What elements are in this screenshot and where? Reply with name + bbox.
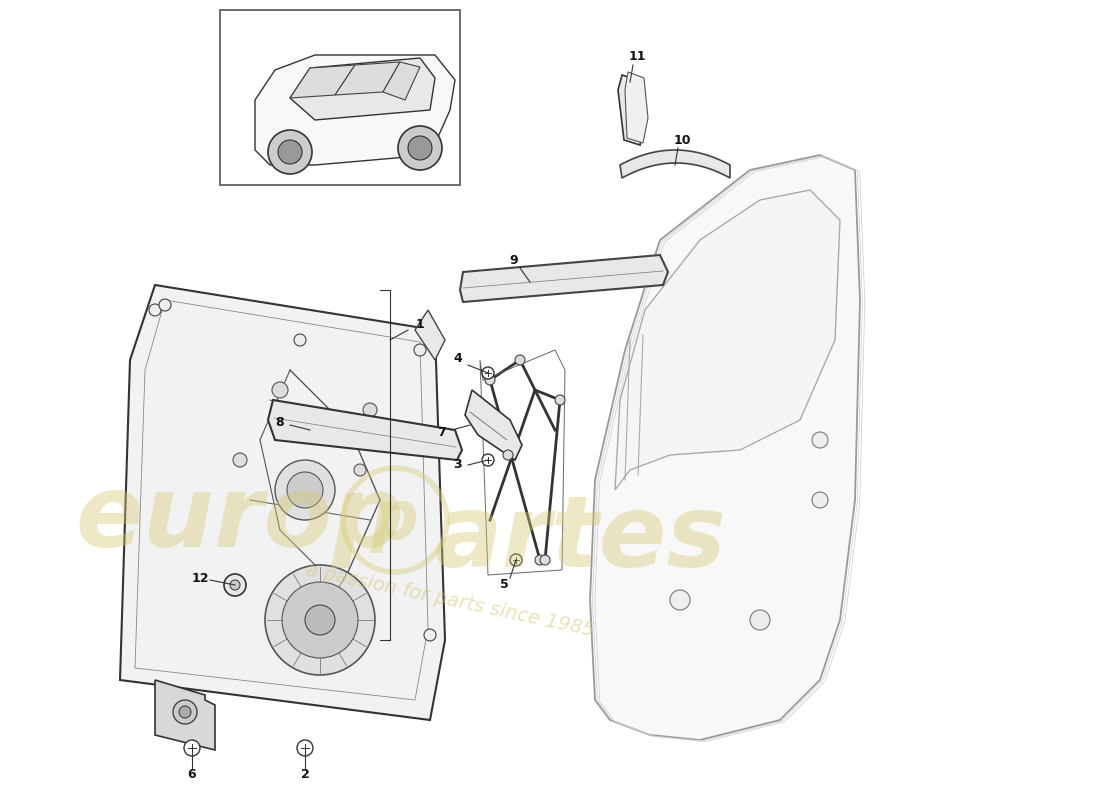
Circle shape	[278, 140, 303, 164]
Circle shape	[224, 574, 246, 596]
Text: europ: europ	[76, 471, 405, 569]
Text: p: p	[371, 487, 419, 553]
Text: 8: 8	[276, 415, 284, 429]
Circle shape	[184, 740, 200, 756]
Polygon shape	[620, 150, 730, 178]
Circle shape	[515, 355, 525, 365]
Circle shape	[535, 555, 544, 565]
Circle shape	[305, 605, 336, 635]
Polygon shape	[460, 255, 668, 302]
Circle shape	[275, 460, 336, 520]
Polygon shape	[336, 62, 400, 95]
Circle shape	[482, 367, 494, 379]
Polygon shape	[618, 75, 645, 145]
Text: 4: 4	[453, 351, 462, 365]
Polygon shape	[590, 155, 860, 740]
Polygon shape	[120, 285, 446, 720]
Circle shape	[354, 464, 366, 476]
Text: 5: 5	[499, 578, 508, 591]
Text: 7: 7	[438, 426, 447, 438]
Polygon shape	[625, 72, 648, 143]
Circle shape	[812, 432, 828, 448]
Text: 6: 6	[188, 769, 196, 782]
Circle shape	[510, 554, 522, 566]
Circle shape	[408, 136, 432, 160]
Circle shape	[750, 610, 770, 630]
Polygon shape	[415, 310, 446, 360]
Text: 10: 10	[673, 134, 691, 146]
Circle shape	[540, 555, 550, 565]
Circle shape	[297, 740, 313, 756]
Circle shape	[294, 334, 306, 346]
Text: 3: 3	[453, 458, 462, 471]
Text: a passion for parts since 1985: a passion for parts since 1985	[304, 560, 596, 640]
Circle shape	[424, 629, 436, 641]
Text: 2: 2	[300, 769, 309, 782]
Circle shape	[179, 706, 191, 718]
Circle shape	[482, 454, 494, 466]
Circle shape	[670, 590, 690, 610]
Circle shape	[503, 450, 513, 460]
Polygon shape	[615, 190, 840, 490]
Circle shape	[265, 565, 375, 675]
Circle shape	[268, 130, 312, 174]
Text: 9: 9	[509, 254, 518, 266]
Polygon shape	[465, 390, 522, 460]
Polygon shape	[255, 55, 455, 165]
Polygon shape	[268, 400, 462, 460]
Text: artes: artes	[434, 491, 726, 589]
Text: 12: 12	[191, 571, 209, 585]
Circle shape	[485, 375, 495, 385]
Circle shape	[414, 344, 426, 356]
Circle shape	[233, 453, 248, 467]
Polygon shape	[290, 58, 434, 120]
Circle shape	[173, 700, 197, 724]
Polygon shape	[383, 62, 420, 100]
Circle shape	[230, 580, 240, 590]
Circle shape	[812, 492, 828, 508]
Circle shape	[287, 472, 323, 508]
Text: 11: 11	[628, 50, 646, 62]
Circle shape	[148, 304, 161, 316]
Circle shape	[272, 382, 288, 398]
Text: 1: 1	[416, 318, 425, 331]
Polygon shape	[155, 680, 214, 750]
Polygon shape	[290, 65, 355, 98]
Circle shape	[282, 582, 358, 658]
Bar	[220, 10, 460, 185]
Circle shape	[398, 126, 442, 170]
Circle shape	[160, 299, 170, 311]
Circle shape	[363, 403, 377, 417]
Circle shape	[556, 395, 565, 405]
